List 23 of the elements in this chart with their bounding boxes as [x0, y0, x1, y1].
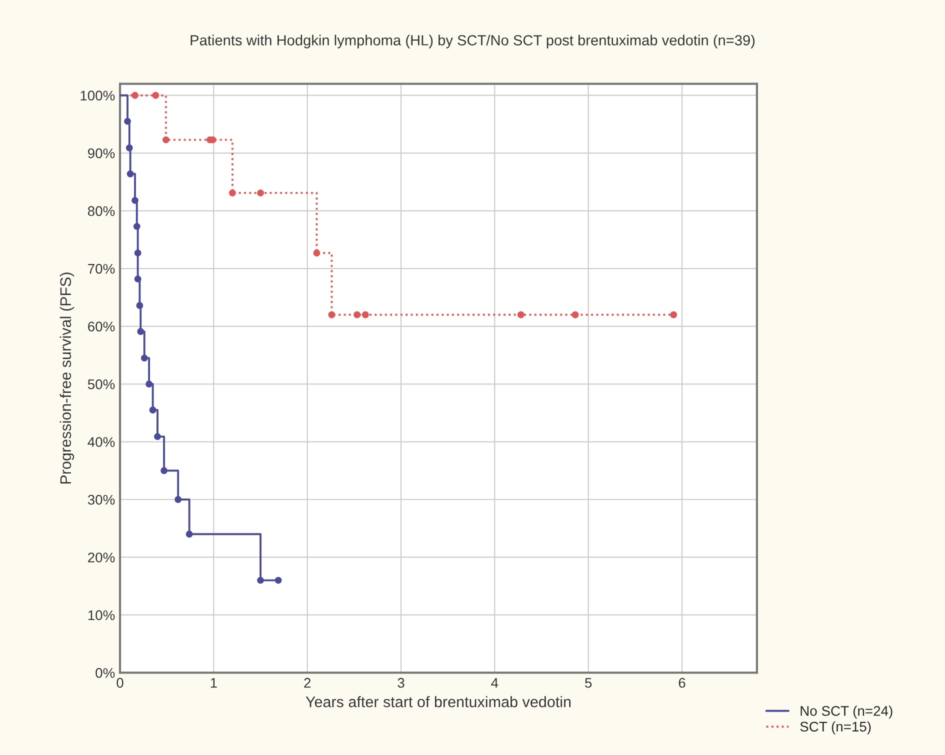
x-tick-label: 3: [398, 678, 404, 688]
y-tick-label: 60%: [88, 322, 115, 332]
x-tick-label: 0: [116, 678, 124, 688]
y-axis-title: Progression-free survival (PFS): [60, 272, 74, 484]
x-tick-label: 4: [491, 678, 498, 688]
y-tick-label: 0%: [96, 668, 115, 678]
legend-label: SCT (n=15): [800, 721, 871, 734]
y-tick-label: 20%: [88, 552, 115, 562]
y-tick-label: 10%: [88, 610, 115, 620]
y-tick-label: 100%: [80, 90, 115, 101]
x-tick-label: 6: [678, 678, 686, 688]
y-tick-label: 70%: [88, 264, 115, 274]
y-tick-label: 30%: [88, 494, 115, 505]
x-tick-label: 5: [585, 678, 592, 688]
y-tick-label: 90%: [88, 148, 115, 158]
y-tick-label: 50%: [88, 379, 115, 390]
y-tick-label: 40%: [88, 437, 115, 447]
x-tick-label: 2: [304, 678, 311, 688]
x-tick-label: 1: [210, 678, 217, 688]
legend-label: No SCT (n=24): [800, 706, 892, 719]
y-tick-label: 80%: [88, 206, 115, 216]
x-axis-title: Years after start of brentuximab vedotin: [306, 696, 571, 708]
chart-title: Patients with Hodgkin lymphoma (HL) by SCT/No SCT post brentuximab vedotin (n=39): [190, 34, 755, 48]
